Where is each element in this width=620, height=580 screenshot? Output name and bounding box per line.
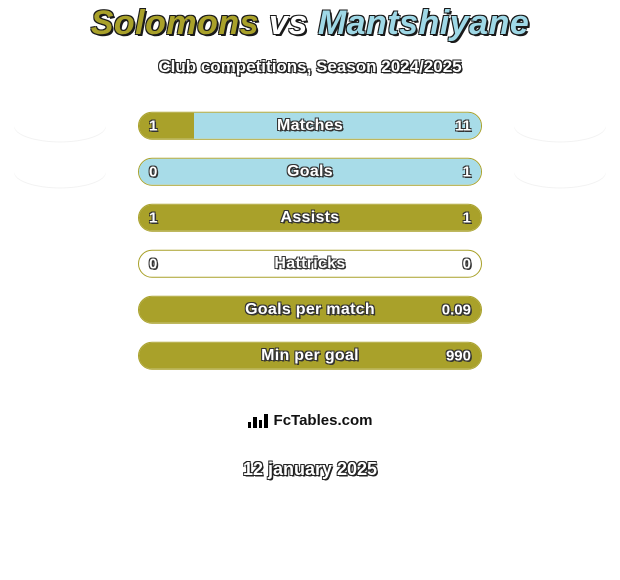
avatar-right: [514, 155, 606, 187]
stat-row: 1 Assists 1: [0, 197, 620, 243]
date-text: 12 january 2025: [0, 459, 620, 480]
stat-bar: Min per goal 990: [138, 342, 482, 370]
stat-row: 0 Hattricks 0: [0, 243, 620, 289]
stat-label: Goals per match: [245, 301, 375, 319]
stat-label: Hattricks: [274, 255, 345, 273]
title-player2: Mantshiyane: [318, 4, 529, 42]
avatar-left: [14, 109, 106, 141]
stat-bar: 0 Hattricks 0: [138, 250, 482, 278]
value-left: 0: [149, 255, 157, 272]
avatar-right: [514, 109, 606, 141]
value-right: 0.09: [442, 301, 471, 318]
fill-left: [139, 113, 194, 139]
value-right: 990: [446, 347, 471, 364]
stat-bar: Goals per match 0.09: [138, 296, 482, 324]
badge-text: FcTables.com: [274, 412, 373, 429]
stat-label: Min per goal: [261, 347, 359, 365]
comparison-card: Solomons vs Mantshiyane Club competition…: [0, 0, 620, 580]
value-right: 0: [463, 255, 471, 272]
subtitle: Club competitions, Season 2024/2025: [0, 57, 620, 77]
stats-area: 1Matches110Goals11Assists10Hattricks0Goa…: [0, 105, 620, 381]
stat-bar: 0 Goals 1: [138, 158, 482, 186]
bars-icon: [248, 412, 268, 428]
stat-label: Goals: [287, 163, 333, 181]
title-vs: vs: [269, 4, 308, 42]
title-player1: Solomons: [91, 4, 259, 42]
value-left: 1: [149, 209, 157, 226]
stat-row: 0 Goals 1: [0, 151, 620, 197]
stat-row: Goals per match 0.09: [0, 289, 620, 335]
value-right: 11: [455, 117, 471, 134]
stat-bar: 1 Assists 1: [138, 204, 482, 232]
stat-bar: 1 Matches 11: [138, 112, 482, 140]
value-left: 0: [149, 163, 157, 180]
source-badge: FcTables.com: [212, 397, 408, 443]
stat-label: Assists: [280, 209, 339, 227]
stat-row: Min per goal 990: [0, 335, 620, 381]
value-right: 1: [463, 163, 471, 180]
value-left: 1: [149, 117, 157, 134]
value-right: 1: [463, 209, 471, 226]
stat-label: Matches: [277, 117, 343, 135]
page-title: Solomons vs Mantshiyane: [0, 4, 620, 43]
stat-row: 1 Matches 11: [0, 105, 620, 151]
avatar-left: [14, 155, 106, 187]
